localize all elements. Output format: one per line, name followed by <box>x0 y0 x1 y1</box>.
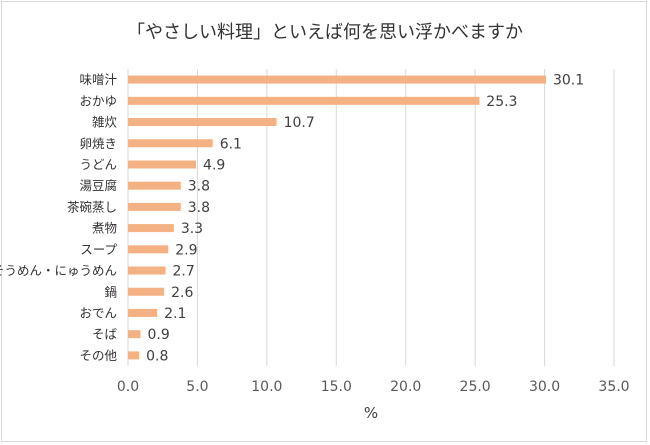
category-label: スープ <box>80 242 117 257</box>
chart-title: 「やさしい料理」といえば何を思い浮かべますか <box>127 22 523 43</box>
data-label: 2.6 <box>171 285 193 301</box>
category-label: そうめん・にゅうめん <box>0 263 117 278</box>
category-label: 雑炊 <box>92 115 118 130</box>
data-label: 2.7 <box>172 264 194 280</box>
data-label: 0.8 <box>146 348 168 364</box>
category-label: 味噌汁 <box>79 72 117 87</box>
data-label: 3.8 <box>188 200 210 216</box>
bar <box>128 160 197 169</box>
data-label: 3.3 <box>181 221 203 237</box>
bar <box>128 202 181 211</box>
x-tick-label: 15.0 <box>321 379 352 395</box>
bar <box>128 181 181 190</box>
x-tick-label: 0.0 <box>117 379 139 395</box>
bar <box>128 96 480 105</box>
bar <box>128 224 174 233</box>
category-label: 茶碗蒸し <box>67 199 117 214</box>
category-labels: 味噌汁おかゆ雑炊卵焼きうどん湯豆腐茶碗蒸し煮物スープそうめん・にゅうめん鍋おでん… <box>0 72 117 363</box>
bar <box>128 266 166 275</box>
data-label: 10.7 <box>284 115 315 131</box>
data-label: 6.1 <box>220 136 242 152</box>
category-label: 湯豆腐 <box>79 178 117 193</box>
data-label: 4.9 <box>203 157 225 173</box>
bar <box>128 139 213 148</box>
data-label: 0.9 <box>147 327 169 343</box>
category-label: おでん <box>79 305 117 320</box>
gridlines <box>127 69 615 366</box>
x-tick-label: 20.0 <box>390 379 421 395</box>
category-label: 鍋 <box>104 284 117 299</box>
x-tick-label: 5.0 <box>186 379 208 395</box>
bar <box>128 330 141 339</box>
x-tick-label: 30.0 <box>529 379 560 395</box>
category-label: うどん <box>79 157 117 172</box>
data-label: 3.8 <box>188 179 210 195</box>
data-label: 30.1 <box>553 73 584 89</box>
category-label: 煮物 <box>92 221 117 236</box>
x-tick-label: 35.0 <box>598 379 629 395</box>
bar <box>128 118 277 127</box>
category-label: その他 <box>79 348 117 363</box>
bar <box>128 351 140 360</box>
data-label: 2.1 <box>164 306 186 322</box>
category-label: おかゆ <box>79 93 117 108</box>
bar <box>128 308 158 317</box>
bars <box>128 75 546 360</box>
category-label: そば <box>92 327 118 342</box>
x-tick-label: 25.0 <box>460 379 491 395</box>
x-tick-labels: 0.0 5.0 10.0 15.0 20.0 25.0 30.0 35.0 <box>117 379 630 395</box>
data-label: 2.9 <box>175 242 197 258</box>
bar <box>128 287 165 296</box>
data-label: 25.3 <box>486 94 517 110</box>
bar <box>128 245 169 254</box>
x-tick-label: 10.0 <box>251 379 282 395</box>
bar <box>128 75 546 84</box>
x-axis-title: % <box>364 404 378 422</box>
value-labels: 30.1 25.3 10.7 6.1 4.9 3.8 3.8 3.3 2.9 2.7 2.6 2.1 0… <box>146 73 584 365</box>
category-label: 卵焼き <box>79 136 117 151</box>
